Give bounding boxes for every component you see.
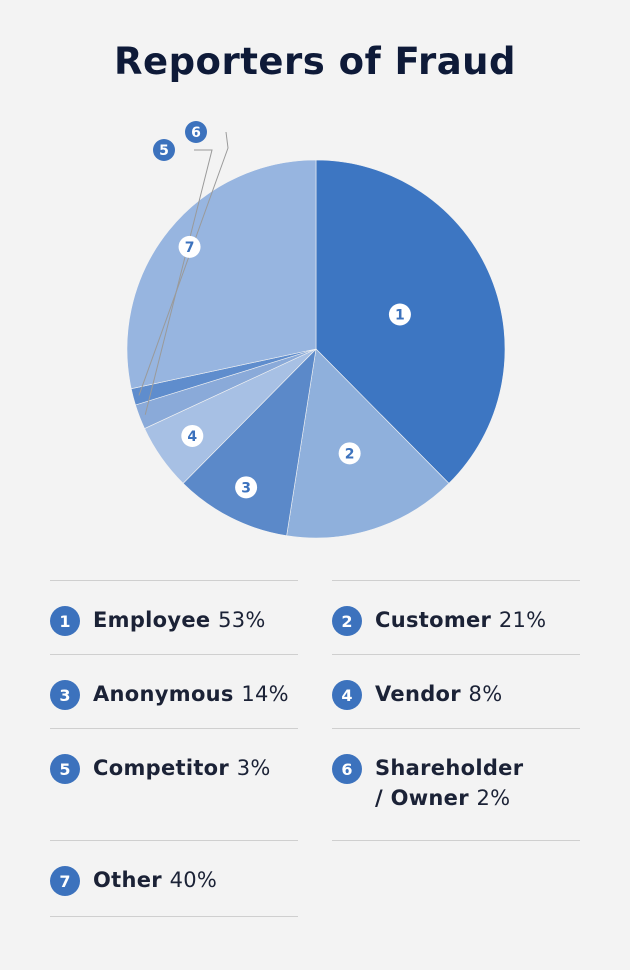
legend-label: Competitor 3% xyxy=(93,756,271,780)
pie-slice-other xyxy=(126,159,317,390)
pie-label-badge: 7 xyxy=(178,235,201,258)
chart-title: Reporters of Fraud xyxy=(113,40,517,83)
svg-text:3: 3 xyxy=(241,480,251,496)
leader-line xyxy=(138,131,229,396)
legend-item-shareholder-owner: 6 Shareholder / Owner 2% xyxy=(332,728,580,813)
legend-label: Employee 53% xyxy=(93,608,266,632)
legend-value: 21% xyxy=(498,608,547,632)
pie-label-badge: 1 xyxy=(388,303,411,326)
legend-item-employee: 1 Employee 53% xyxy=(50,580,298,636)
legend-item-competitor: 5 Competitor 3% xyxy=(50,728,298,784)
pie-label-badge: 4 xyxy=(181,424,204,447)
legend-value: 3% xyxy=(236,756,271,780)
legend-item-customer: 2 Customer 21% xyxy=(332,580,580,636)
pie-label-badge: 5 xyxy=(153,139,175,161)
svg-text:2: 2 xyxy=(345,446,355,462)
legend-badge: 3 xyxy=(50,680,80,710)
svg-text:6: 6 xyxy=(191,125,201,141)
legend-item-anonymous: 3 Anonymous 14% xyxy=(50,654,298,710)
pie-chart: 1 2 3 4 5 6 7 xyxy=(126,121,506,539)
legend-badge: 5 xyxy=(50,754,80,784)
svg-text:7: 7 xyxy=(185,240,195,256)
pie-label-badge: 2 xyxy=(338,442,361,465)
legend-badge: 6 xyxy=(332,754,362,784)
legend-divider xyxy=(50,916,298,917)
legend-badge: 1 xyxy=(50,606,80,636)
legend-label: Other 40% xyxy=(93,868,218,892)
pie-slice-anonymous xyxy=(182,348,317,537)
svg-text:4: 4 xyxy=(187,429,197,445)
svg-text:1: 1 xyxy=(395,308,405,324)
leader-line xyxy=(144,149,213,415)
legend-label: Anonymous 14% xyxy=(93,682,289,706)
pie-label-badge: 6 xyxy=(185,121,207,143)
svg-text:5: 5 xyxy=(159,143,169,159)
legend-value: 53% xyxy=(218,608,266,632)
legend-value: 8% xyxy=(468,682,503,706)
legend-label: Customer 21% xyxy=(375,608,547,632)
legend-item-other: 7 Other 40% xyxy=(50,840,298,896)
legend-value: 14% xyxy=(241,682,289,706)
legend-badge: 7 xyxy=(50,866,80,896)
legend-badge: 2 xyxy=(332,606,362,636)
legend-value: 2% xyxy=(476,786,511,810)
pie-slice-employee xyxy=(315,159,506,484)
legend-label: Vendor 8% xyxy=(375,682,503,706)
legend-divider xyxy=(332,840,580,841)
pie-label-badge: 3 xyxy=(235,476,258,499)
legend-badge: 4 xyxy=(332,680,362,710)
legend-value: 40% xyxy=(169,868,218,892)
pie-slice-customer xyxy=(286,348,450,539)
legend-label: Shareholder / Owner 2% xyxy=(375,756,524,810)
legend-item-vendor: 4 Vendor 8% xyxy=(332,654,580,710)
